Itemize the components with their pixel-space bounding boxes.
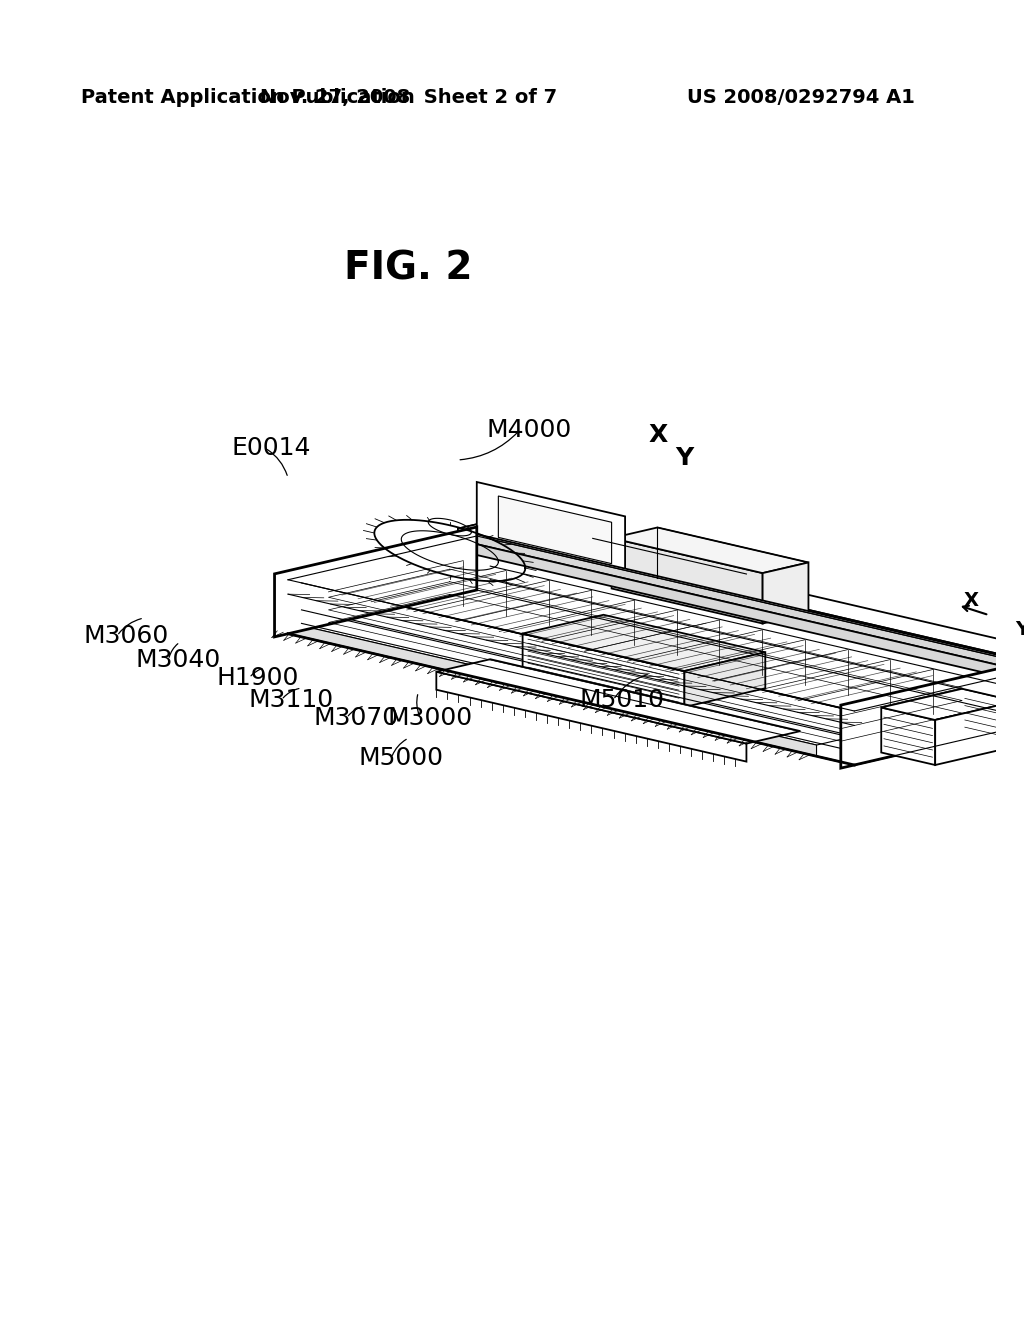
- Text: Y: Y: [1015, 619, 1024, 639]
- Polygon shape: [278, 611, 854, 744]
- Polygon shape: [458, 539, 1024, 672]
- Polygon shape: [278, 620, 816, 756]
- Text: E0014: E0014: [231, 436, 311, 459]
- Polygon shape: [458, 521, 490, 546]
- Polygon shape: [997, 645, 1024, 672]
- Polygon shape: [841, 659, 1024, 768]
- Text: Y: Y: [675, 446, 693, 470]
- Text: X: X: [648, 422, 668, 447]
- Text: X: X: [965, 590, 979, 610]
- Polygon shape: [684, 652, 765, 708]
- Polygon shape: [763, 562, 808, 623]
- Polygon shape: [882, 689, 1016, 719]
- Text: US 2008/0292794 A1: US 2008/0292794 A1: [687, 88, 914, 107]
- Text: H1900: H1900: [216, 667, 298, 690]
- Text: M3040: M3040: [135, 648, 220, 672]
- Polygon shape: [611, 539, 763, 623]
- Polygon shape: [288, 536, 1024, 711]
- Polygon shape: [522, 615, 765, 671]
- Text: M3000: M3000: [387, 706, 472, 730]
- Polygon shape: [882, 708, 935, 766]
- Polygon shape: [288, 579, 854, 766]
- Text: M3070: M3070: [313, 706, 398, 730]
- Polygon shape: [935, 701, 1016, 766]
- Polygon shape: [458, 521, 1024, 653]
- Text: M5000: M5000: [358, 746, 443, 770]
- Text: Patent Application Publication: Patent Application Publication: [81, 88, 415, 107]
- Polygon shape: [499, 496, 611, 564]
- Polygon shape: [456, 539, 1022, 681]
- Polygon shape: [458, 528, 997, 672]
- Polygon shape: [611, 528, 808, 573]
- Polygon shape: [477, 482, 625, 570]
- Text: M5010: M5010: [580, 688, 665, 711]
- Text: Nov. 27, 2008  Sheet 2 of 7: Nov. 27, 2008 Sheet 2 of 7: [260, 88, 557, 107]
- Polygon shape: [436, 659, 801, 743]
- Polygon shape: [854, 667, 1024, 766]
- Polygon shape: [456, 535, 1024, 671]
- Polygon shape: [274, 527, 477, 636]
- Polygon shape: [522, 634, 684, 708]
- Text: M4000: M4000: [486, 418, 571, 442]
- Text: M3060: M3060: [84, 624, 169, 648]
- Text: M3110: M3110: [248, 688, 333, 711]
- Text: FIG. 2: FIG. 2: [344, 249, 473, 286]
- Polygon shape: [436, 672, 746, 762]
